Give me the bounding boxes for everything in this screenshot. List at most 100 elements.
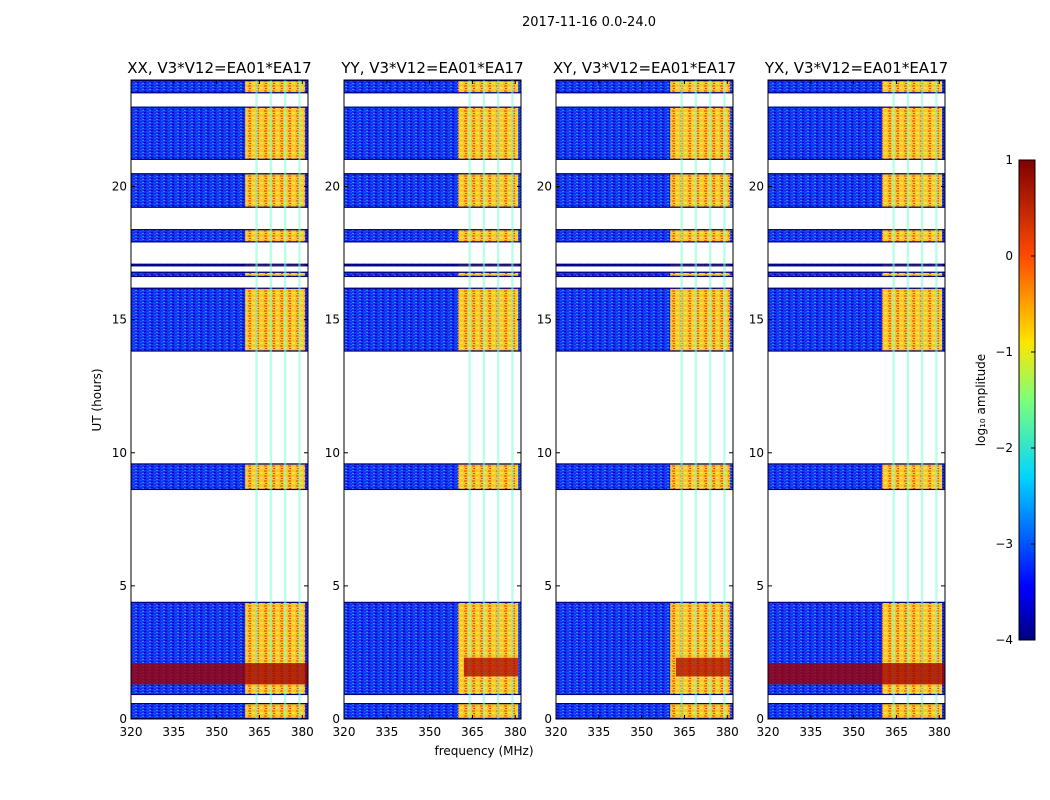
- panel-4: YX, V3*V12=EA01*EA17 320 335 350 365 380 0 5 10 1…: [749, 59, 951, 739]
- rfi-block: [670, 80, 731, 94]
- rfi-block: [458, 287, 519, 352]
- band-edge: [556, 173, 733, 175]
- rfi-block: [882, 271, 943, 278]
- colorbar-tick-label: −3: [995, 537, 1013, 551]
- channel-gap: [468, 80, 471, 719]
- band-edge: [556, 275, 733, 278]
- x-tick-label: 380: [291, 725, 314, 739]
- rfi-block: [670, 229, 731, 243]
- band-edge: [768, 463, 945, 465]
- channel-gap: [482, 80, 486, 719]
- colorbar-tick-label: 0: [1005, 249, 1013, 263]
- data-band: [344, 271, 521, 278]
- channel-gap: [298, 80, 301, 719]
- panel-3: XY, V3*V12=EA01*EA17 320 335 350 365 380 0 5 10 1…: [537, 59, 739, 739]
- y-tick-label: 15: [112, 313, 127, 327]
- band-edge: [131, 173, 308, 175]
- axes-frame: [555, 79, 734, 720]
- band-edge: [344, 158, 521, 160]
- data-band: [131, 263, 308, 267]
- band-edge: [344, 463, 521, 465]
- panel-title: YY, V3*V12=EA01*EA17: [340, 59, 523, 77]
- y-tick-label: 15: [537, 313, 552, 327]
- rfi-block: [670, 601, 731, 696]
- band-edge: [768, 106, 945, 108]
- rfi-block: [245, 263, 306, 267]
- axes-frame: [343, 79, 522, 720]
- channel-gap: [723, 80, 726, 719]
- y-tick-label: 5: [756, 579, 764, 593]
- band-edge: [344, 287, 521, 289]
- rfi-block: [670, 703, 731, 719]
- data-band: [768, 263, 945, 267]
- rfi-block: [670, 263, 731, 267]
- y-tick-label: 10: [749, 446, 764, 460]
- panel-title: XY, V3*V12=EA01*EA17: [553, 59, 736, 77]
- y-tick-label: 20: [537, 180, 552, 194]
- colorbar-ticks: 1 0 −1 −2 −3 −4: [995, 153, 1035, 647]
- panel-1: XX, V3*V12=EA01*EA17 320 335 350 365 380 0 5 10 1…: [112, 59, 314, 739]
- band-edge: [768, 271, 945, 273]
- band-edge: [131, 350, 308, 352]
- band-edge: [131, 463, 308, 465]
- rfi-block: [245, 173, 306, 208]
- channel-gap: [708, 80, 712, 719]
- x-tick-label: 335: [587, 725, 610, 739]
- rfi-block: [245, 229, 306, 243]
- x-tick-label: 380: [504, 725, 527, 739]
- colorbar-tick-label: 1: [1005, 153, 1013, 167]
- x-tick-label: 350: [842, 725, 865, 739]
- rfi-block: [882, 106, 943, 160]
- band-edge: [768, 92, 945, 94]
- rfi-block: [458, 106, 519, 160]
- x-tick-label: 320: [757, 725, 780, 739]
- panel-title: YX, V3*V12=EA01*EA17: [764, 59, 948, 77]
- band-edge: [556, 717, 733, 719]
- rfi-block: [458, 601, 519, 696]
- band-edge: [344, 601, 521, 604]
- x-tick-label: 320: [333, 725, 356, 739]
- band-edge: [768, 265, 945, 267]
- rfi-block: [245, 271, 306, 278]
- band-edge: [344, 92, 521, 94]
- y-tick-label: 5: [332, 579, 340, 593]
- band-edge: [131, 92, 308, 94]
- band-edge: [556, 229, 733, 231]
- y-tick-label: 0: [756, 712, 764, 726]
- rfi-block: [458, 271, 519, 278]
- channel-gap: [511, 80, 514, 719]
- data-band: [768, 271, 945, 278]
- y-tick-label: 0: [119, 712, 127, 726]
- x-tick-label: 365: [461, 725, 484, 739]
- x-tick-label: 365: [885, 725, 908, 739]
- rfi-block: [670, 463, 731, 491]
- band-edge: [768, 158, 945, 160]
- band-edge: [131, 488, 308, 491]
- band-edge: [768, 350, 945, 352]
- panel-title: XX, V3*V12=EA01*EA17: [127, 59, 311, 77]
- band-edge: [768, 80, 945, 82]
- figure-title: 2017-11-16 0.0-24.0: [522, 15, 656, 30]
- panels: XX, V3*V12=EA01*EA17 320 335 350 365 380 0 5 10 1…: [112, 59, 951, 739]
- rfi-block: [882, 463, 943, 491]
- band-edge: [344, 206, 521, 208]
- rfi-block: [245, 287, 306, 352]
- band-edge: [768, 703, 945, 705]
- band-edge: [768, 488, 945, 491]
- band-edge: [344, 271, 521, 273]
- y-tick-label: 0: [544, 712, 552, 726]
- strong-rfi-band: [463, 657, 519, 677]
- y-tick-label: 5: [119, 579, 127, 593]
- channel-gap: [269, 80, 273, 719]
- data-band: [556, 263, 733, 267]
- rfi-block: [882, 80, 943, 94]
- rfi-block: [245, 463, 306, 491]
- channel-gap: [255, 80, 258, 719]
- band-edge: [556, 287, 733, 289]
- y-tick-label: 10: [112, 446, 127, 460]
- band-edge: [344, 173, 521, 175]
- y-axis-label: UT (hours): [90, 368, 104, 431]
- y-tick-label: 20: [325, 180, 340, 194]
- band-edge: [768, 287, 945, 289]
- strong-rfi-band: [768, 663, 945, 685]
